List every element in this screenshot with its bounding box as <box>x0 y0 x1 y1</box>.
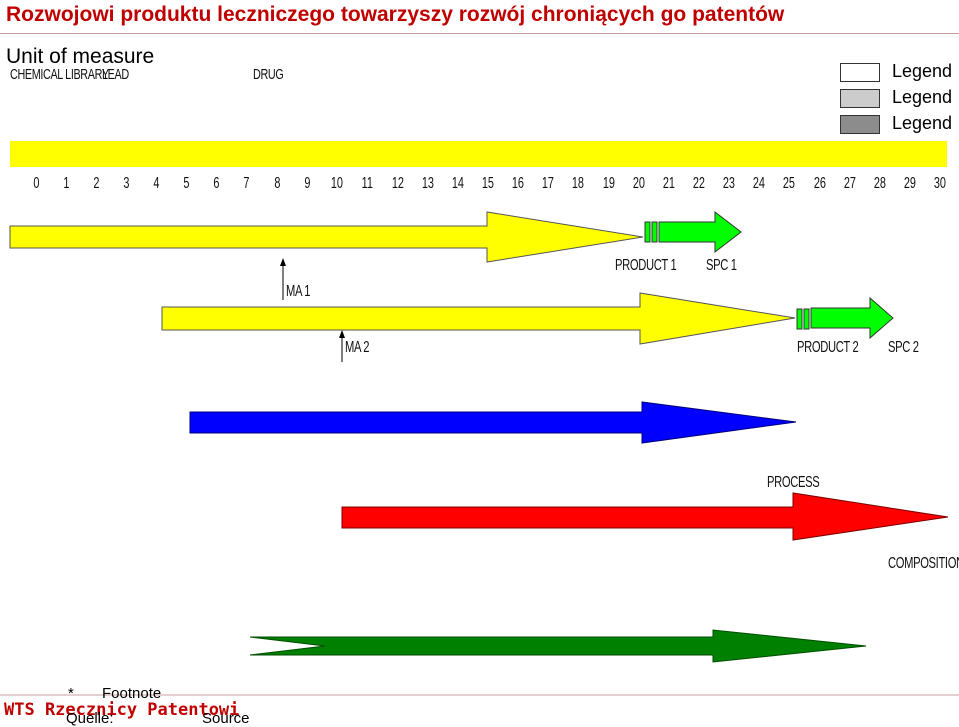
timeline-tick: 9 <box>304 175 311 192</box>
base-patent-arrow <box>9 211 644 263</box>
timeline-tick: 29 <box>903 175 916 192</box>
timeline-tick: 8 <box>274 175 281 192</box>
legend-swatch <box>840 89 880 108</box>
footnote-marker: * <box>68 685 74 702</box>
ma2-label: MA 2 <box>345 339 370 356</box>
stage-drug: DRUG <box>253 66 284 83</box>
product2-label: PRODUCT 2 <box>797 339 859 356</box>
timeline-tick: 2 <box>93 175 100 192</box>
unit-of-measure: Unit of measure <box>6 45 155 68</box>
spc2-label: SPC 2 <box>888 339 919 356</box>
footnote: * Footnote <box>68 685 161 702</box>
ma1-label: MA 1 <box>286 283 311 300</box>
process-patent-arrow <box>341 492 949 541</box>
timeline-tick: 20 <box>632 175 645 192</box>
source-label: Quelle: <box>66 710 114 727</box>
timeline-tick: 25 <box>783 175 796 192</box>
timeline-tick: 15 <box>481 175 495 192</box>
composition-patent-arrow <box>249 629 867 663</box>
timeline-tick: 27 <box>843 175 856 192</box>
ma1-pointer-head <box>280 258 286 266</box>
legend-swatch <box>840 63 880 82</box>
timeline-tick: 3 <box>123 175 130 192</box>
product2-marker <box>796 308 803 330</box>
timeline-tick: 28 <box>873 175 886 192</box>
timeline-tick: 19 <box>602 175 615 192</box>
spc1-label: SPC 1 <box>706 257 737 274</box>
timeline-tick: 5 <box>183 175 190 192</box>
page-title: Rozwojowi produktu leczniczego towarzysz… <box>6 3 785 26</box>
stage-chemical-library: CHEMICAL LIBRARY <box>10 66 109 83</box>
second-patent-arrow <box>161 292 796 345</box>
legend-label: Legend <box>892 113 953 133</box>
timeline-tick: 10 <box>331 175 344 192</box>
header-divider <box>0 33 959 34</box>
legend-label: Legend <box>892 61 953 81</box>
timeline-tick: 23 <box>723 175 736 192</box>
composition-label: COMPOSITION <box>888 555 959 572</box>
timeline-tick: 4 <box>153 175 160 192</box>
legend-swatch <box>840 115 880 134</box>
timeline-tick: 22 <box>692 175 705 192</box>
timeline-tick: 21 <box>662 175 675 192</box>
brand-name: WTS Rzecznicy Patentowi <box>4 700 240 720</box>
product1-marker <box>644 221 651 243</box>
timeline-tick: 0 <box>32 175 40 192</box>
timeline-tick: 6 <box>213 175 220 192</box>
timeline-tick: 14 <box>451 175 464 192</box>
timeline-tick: 11 <box>361 175 374 192</box>
timeline-tick: 13 <box>421 175 434 192</box>
timeline-tick: 12 <box>391 175 404 192</box>
timeline-band <box>10 141 947 167</box>
product1-marker <box>651 221 658 243</box>
ma2-pointer-head <box>339 330 345 338</box>
timeline-tick: 1 <box>63 175 70 192</box>
spc2-arrow <box>810 296 894 340</box>
timeline-tick: 18 <box>572 175 585 192</box>
timeline-tick: 30 <box>933 175 947 192</box>
timeline-tick: 16 <box>512 175 525 192</box>
process-label: PROCESS <box>767 474 820 491</box>
blue-patent-arrow <box>189 401 797 444</box>
product2-marker <box>803 308 810 330</box>
stage-lead: LEAD <box>102 66 129 83</box>
spc1-arrow <box>658 210 742 254</box>
timeline-tick: 7 <box>243 175 250 192</box>
timeline-tick: 17 <box>542 175 555 192</box>
source-value: Source <box>202 710 250 727</box>
product1-label: PRODUCT 1 <box>615 257 677 274</box>
footnote-text: Footnote <box>102 685 162 702</box>
timeline-tick: 24 <box>753 175 766 192</box>
legend-label: Legend <box>892 87 953 107</box>
timeline-tick: 26 <box>813 175 826 192</box>
